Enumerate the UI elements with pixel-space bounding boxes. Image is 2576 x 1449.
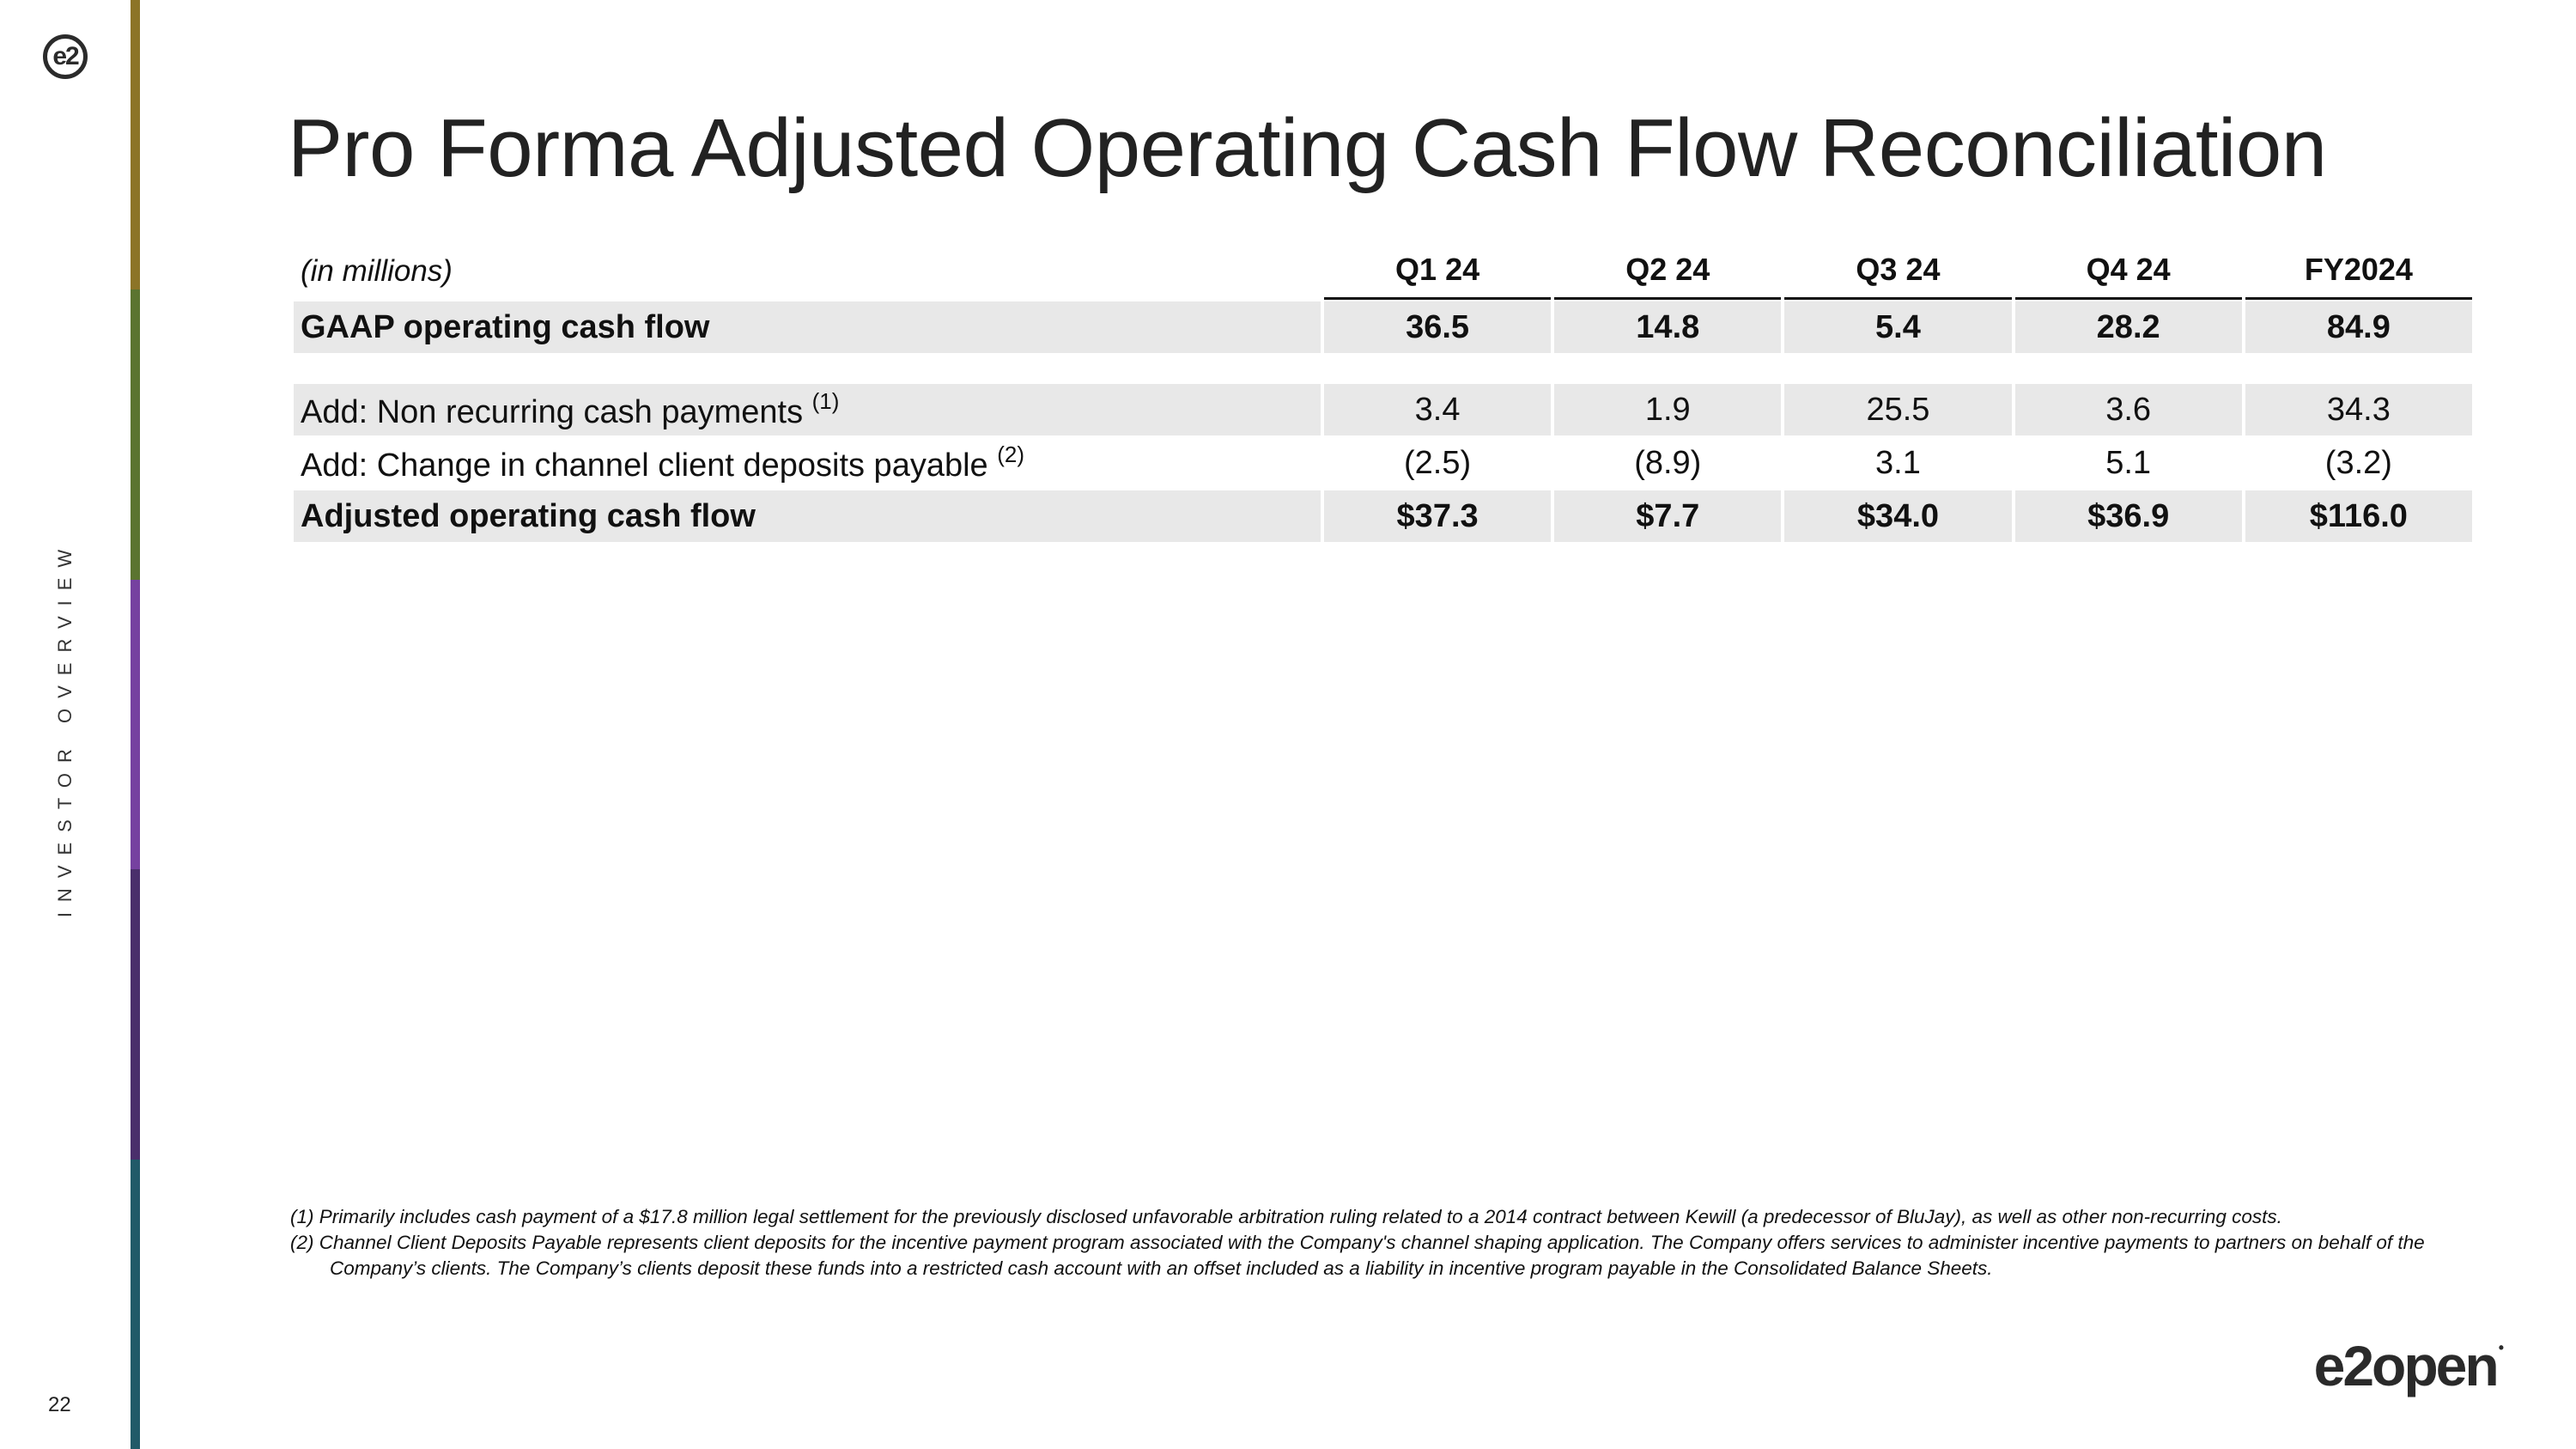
cell-value: 3.4 xyxy=(1324,382,1552,435)
row-label: Add: Change in channel client deposits p… xyxy=(294,435,1321,489)
brand-trademark-dot: • xyxy=(2498,1339,2504,1356)
color-band-1 xyxy=(131,0,140,290)
row-label: Add: Non recurring cash payments (1) xyxy=(294,382,1321,435)
section-side-label: INVESTOR OVERVIEW xyxy=(54,539,76,918)
cell-value: $7.7 xyxy=(1554,489,1782,542)
row-label: Adjusted operating cash flow xyxy=(294,489,1321,542)
row-label-text: Add: Change in channel client deposits p… xyxy=(301,447,988,484)
cell-value: $34.0 xyxy=(1784,489,2012,542)
cell-value: (2.5) xyxy=(1324,435,1552,489)
cell-value: (8.9) xyxy=(1554,435,1782,489)
footnote-1: (1) Primarily includes cash payment of a… xyxy=(290,1206,2282,1227)
cell-value: 84.9 xyxy=(2245,300,2472,353)
brand-wordmark: e2open xyxy=(2313,1334,2500,1397)
column-header-q4: Q4 24 xyxy=(2014,242,2242,300)
cell-value: 3.6 xyxy=(2014,382,2242,435)
column-header-q2: Q2 24 xyxy=(1554,242,1782,300)
brand-color-bar xyxy=(131,0,140,1449)
column-header-fy: FY2024 xyxy=(2245,242,2472,300)
table-row: Add: Change in channel client deposits p… xyxy=(294,435,2472,489)
color-band-2 xyxy=(131,289,140,580)
footnote-ref: (1) xyxy=(811,388,840,414)
row-label-text: Add: Non recurring cash payments xyxy=(301,394,804,430)
footnotes: (1) Primarily includes cash payment of a… xyxy=(290,1204,2471,1282)
color-band-5 xyxy=(131,1159,140,1449)
cell-value: $37.3 xyxy=(1324,489,1552,542)
e2-logo-mark: e2 xyxy=(43,34,88,79)
cell-value: 28.2 xyxy=(2014,300,2242,353)
units-label: (in millions) xyxy=(301,253,453,288)
page-title: Pro Forma Adjusted Operating Cash Flow R… xyxy=(288,102,2327,194)
footnote-2: (2) Channel Client Deposits Payable repr… xyxy=(290,1232,2425,1279)
color-band-3 xyxy=(131,579,140,870)
table-row: Add: Non recurring cash payments (1) 3.4… xyxy=(294,382,2472,435)
page-number: 22 xyxy=(48,1393,71,1416)
table-row: Adjusted operating cash flow $37.3 $7.7 … xyxy=(294,489,2472,542)
row-label: GAAP operating cash flow xyxy=(294,300,1321,353)
cell-value: 3.1 xyxy=(1784,435,2012,489)
cell-value: 14.8 xyxy=(1554,300,1782,353)
cell-value: 1.9 xyxy=(1554,382,1782,435)
cell-value: 34.3 xyxy=(2245,382,2472,435)
table-row: GAAP operating cash flow 36.5 14.8 5.4 2… xyxy=(294,300,2472,353)
table-header-row: (in millions) Q1 24 Q2 24 Q3 24 Q4 24 FY… xyxy=(294,242,2472,300)
cell-value: $36.9 xyxy=(2014,489,2242,542)
cell-value: 25.5 xyxy=(1784,382,2012,435)
e2open-logo: e2open • xyxy=(2314,1333,2504,1398)
cash-flow-reconciliation-table: (in millions) Q1 24 Q2 24 Q3 24 Q4 24 FY… xyxy=(290,242,2476,542)
cell-value: (3.2) xyxy=(2245,435,2472,489)
column-header-q3: Q3 24 xyxy=(1784,242,2012,300)
footnote-ref: (2) xyxy=(997,441,1025,467)
cell-value: 5.4 xyxy=(1784,300,2012,353)
cell-value: 36.5 xyxy=(1324,300,1552,353)
cell-value: 5.1 xyxy=(2014,435,2242,489)
column-header-q1: Q1 24 xyxy=(1324,242,1552,300)
color-band-4 xyxy=(131,869,140,1160)
spacer-row xyxy=(294,353,2472,382)
cell-value: $116.0 xyxy=(2245,489,2472,542)
